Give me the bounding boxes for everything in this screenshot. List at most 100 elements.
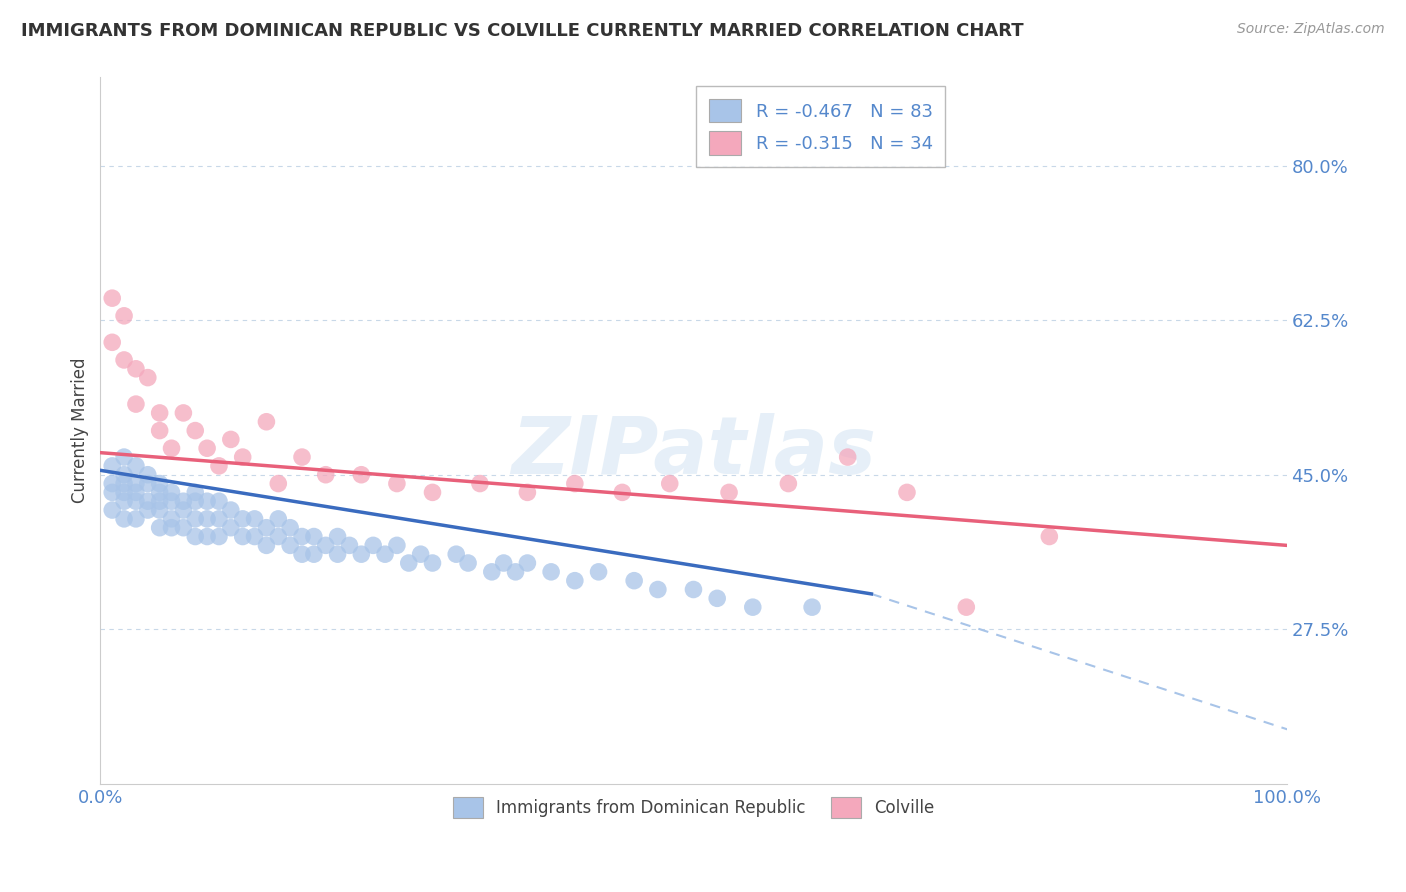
- Point: [208, 512, 231, 526]
- Point: [326, 547, 349, 561]
- Point: [149, 485, 172, 500]
- Point: [896, 485, 918, 500]
- Point: [136, 503, 159, 517]
- Point: [385, 538, 408, 552]
- Point: [612, 485, 634, 500]
- Text: ZIPatlas: ZIPatlas: [510, 413, 876, 491]
- Point: [267, 512, 290, 526]
- Point: [101, 476, 124, 491]
- Point: [706, 591, 728, 606]
- Point: [302, 547, 325, 561]
- Point: [172, 503, 194, 517]
- Point: [149, 476, 172, 491]
- Point: [112, 494, 135, 508]
- Point: [505, 565, 527, 579]
- Point: [837, 450, 859, 464]
- Point: [149, 406, 172, 420]
- Point: [136, 467, 159, 482]
- Point: [219, 521, 242, 535]
- Point: [219, 433, 242, 447]
- Point: [125, 361, 148, 376]
- Point: [374, 547, 396, 561]
- Point: [422, 485, 444, 500]
- Point: [172, 406, 194, 420]
- Point: [291, 529, 314, 543]
- Point: [195, 494, 218, 508]
- Text: Source: ZipAtlas.com: Source: ZipAtlas.com: [1237, 22, 1385, 37]
- Point: [481, 565, 503, 579]
- Text: IMMIGRANTS FROM DOMINICAN REPUBLIC VS COLVILLE CURRENTLY MARRIED CORRELATION CHA: IMMIGRANTS FROM DOMINICAN REPUBLIC VS CO…: [21, 22, 1024, 40]
- Point: [350, 467, 373, 482]
- Point: [457, 556, 479, 570]
- Y-axis label: Currently Married: Currently Married: [72, 358, 89, 503]
- Point: [350, 547, 373, 561]
- Point: [232, 512, 254, 526]
- Point: [219, 503, 242, 517]
- Point: [112, 512, 135, 526]
- Point: [516, 556, 538, 570]
- Point: [172, 494, 194, 508]
- Point: [101, 458, 124, 473]
- Point: [291, 547, 314, 561]
- Point: [125, 458, 148, 473]
- Point: [409, 547, 432, 561]
- Point: [302, 529, 325, 543]
- Point: [149, 503, 172, 517]
- Point: [326, 529, 349, 543]
- Point: [195, 529, 218, 543]
- Point: [254, 521, 277, 535]
- Point: [1038, 529, 1060, 543]
- Point: [243, 529, 266, 543]
- Point: [136, 476, 159, 491]
- Point: [254, 415, 277, 429]
- Point: [184, 512, 207, 526]
- Point: [160, 442, 183, 456]
- Point: [125, 397, 148, 411]
- Point: [112, 353, 135, 368]
- Point: [492, 556, 515, 570]
- Point: [540, 565, 562, 579]
- Point: [243, 512, 266, 526]
- Point: [315, 538, 337, 552]
- Point: [291, 450, 314, 464]
- Point: [658, 476, 681, 491]
- Point: [160, 485, 183, 500]
- Point: [125, 476, 148, 491]
- Point: [315, 467, 337, 482]
- Point: [741, 600, 763, 615]
- Point: [444, 547, 467, 561]
- Point: [125, 494, 148, 508]
- Point: [125, 512, 148, 526]
- Point: [208, 494, 231, 508]
- Point: [101, 503, 124, 517]
- Point: [267, 529, 290, 543]
- Point: [468, 476, 491, 491]
- Legend: Immigrants from Dominican Republic, Colville: Immigrants from Dominican Republic, Colv…: [446, 790, 941, 825]
- Point: [184, 529, 207, 543]
- Point: [136, 494, 159, 508]
- Point: [516, 485, 538, 500]
- Point: [208, 529, 231, 543]
- Point: [398, 556, 420, 570]
- Point: [588, 565, 610, 579]
- Point: [623, 574, 645, 588]
- Point: [778, 476, 800, 491]
- Point: [112, 309, 135, 323]
- Point: [647, 582, 669, 597]
- Point: [564, 574, 586, 588]
- Point: [101, 485, 124, 500]
- Point: [232, 450, 254, 464]
- Point: [564, 476, 586, 491]
- Point: [160, 494, 183, 508]
- Point: [112, 450, 135, 464]
- Point: [682, 582, 704, 597]
- Point: [422, 556, 444, 570]
- Point: [149, 424, 172, 438]
- Point: [267, 476, 290, 491]
- Point: [136, 370, 159, 384]
- Point: [385, 476, 408, 491]
- Point: [160, 521, 183, 535]
- Point: [101, 291, 124, 305]
- Point: [254, 538, 277, 552]
- Point: [339, 538, 361, 552]
